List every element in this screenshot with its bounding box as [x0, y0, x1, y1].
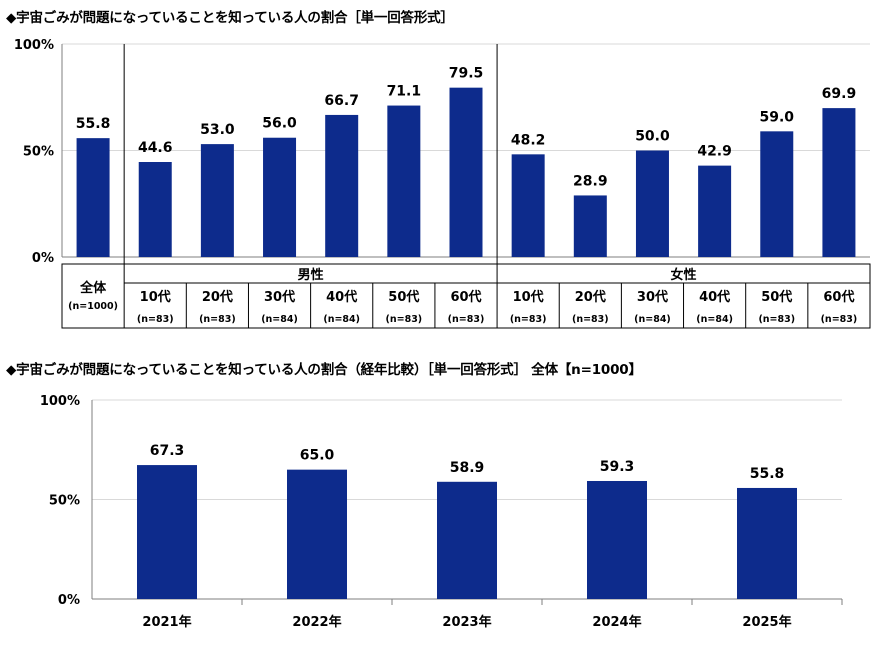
n-label: (n=83): [386, 314, 423, 325]
data-label: 42.9: [697, 144, 732, 160]
data-label: 50.0: [635, 129, 670, 145]
data-label: 56.0: [262, 116, 297, 132]
group-label: 女性: [671, 267, 697, 283]
bar: [449, 87, 483, 257]
n-label: (n=83): [448, 314, 485, 325]
bar: [325, 114, 359, 257]
category-label: 30代: [264, 289, 295, 305]
category-label: 60代: [450, 289, 481, 305]
y-tick-label: 100%: [40, 394, 80, 409]
n-label: (n=84): [261, 314, 298, 325]
category-label: 50代: [388, 289, 419, 305]
category-label: 30代: [637, 289, 668, 305]
category-label: 全体: [79, 280, 107, 296]
bar: [511, 154, 545, 257]
category-label: 40代: [699, 289, 730, 305]
n-label: (n=84): [634, 314, 671, 325]
data-label: 44.6: [138, 140, 173, 156]
y-tick-label: 0%: [58, 593, 80, 608]
n-label: (n=83): [510, 314, 547, 325]
category-label: 20代: [202, 289, 233, 305]
bar: [387, 105, 421, 257]
bar: [760, 131, 794, 257]
category-label: 2024年: [592, 614, 641, 630]
bar: [698, 165, 732, 257]
y-tick-label: 0%: [32, 251, 54, 266]
bar: [200, 144, 234, 257]
group-label: 男性: [298, 267, 324, 283]
n-label: (n=1000): [68, 301, 118, 312]
n-label: (n=83): [572, 314, 609, 325]
n-label: (n=83): [758, 314, 795, 325]
bar: [76, 138, 110, 257]
bar: [137, 465, 197, 599]
chart1-title: ◆宇宙ごみが問題になっていることを知っている人の割合［単一回答形式］: [6, 10, 454, 26]
category-label: 10代: [513, 289, 544, 305]
chart2-title: ◆宇宙ごみが問題になっていることを知っている人の割合（経年比較）［単一回答形式］…: [6, 362, 642, 378]
category-label: 60代: [823, 289, 854, 305]
category-label: 40代: [326, 289, 357, 305]
n-label: (n=83): [137, 314, 174, 325]
y-tick-label: 50%: [49, 494, 80, 509]
bar: [437, 481, 497, 599]
category-label: 2025年: [742, 614, 791, 630]
data-label: 58.9: [450, 460, 485, 476]
data-label: 55.8: [76, 116, 111, 132]
data-label: 69.9: [822, 86, 857, 102]
data-label: 65.0: [300, 448, 335, 464]
data-label: 55.8: [750, 466, 785, 482]
bar: [573, 195, 607, 257]
y-tick-label: 100%: [14, 38, 54, 53]
data-label: 59.3: [600, 459, 635, 475]
data-label: 67.3: [150, 443, 185, 459]
bar: [287, 469, 347, 599]
category-label: 20代: [575, 289, 606, 305]
n-label: (n=84): [323, 314, 360, 325]
bar: [263, 137, 297, 257]
data-label: 71.1: [387, 84, 422, 100]
chart1-by-gender-age: 0% 50% 100% 55.8 全体 (n=1000) 44.6 10代 (n=83) 53.0…: [14, 38, 871, 329]
category-label: 10代: [140, 289, 171, 305]
data-label: 79.5: [449, 66, 484, 82]
n-label: (n=83): [821, 314, 858, 325]
data-label: 28.9: [573, 173, 608, 189]
category-label: 2021年: [142, 614, 191, 630]
data-label: 59.0: [759, 109, 794, 125]
data-label: 48.2: [511, 132, 546, 148]
bar: [138, 162, 172, 257]
y-tick-label: 50%: [23, 145, 54, 160]
category-table: [61, 263, 871, 329]
category-label: 2023年: [442, 614, 491, 630]
category-label: 50代: [761, 289, 792, 305]
n-label: (n=83): [199, 314, 236, 325]
data-label: 53.0: [200, 122, 235, 138]
bar: [635, 150, 669, 257]
category-label: 2022年: [292, 614, 341, 630]
bar: [822, 108, 856, 257]
bar: [737, 487, 797, 599]
data-label: 66.7: [324, 93, 359, 109]
bar: [587, 480, 647, 599]
n-label: (n=84): [696, 314, 733, 325]
